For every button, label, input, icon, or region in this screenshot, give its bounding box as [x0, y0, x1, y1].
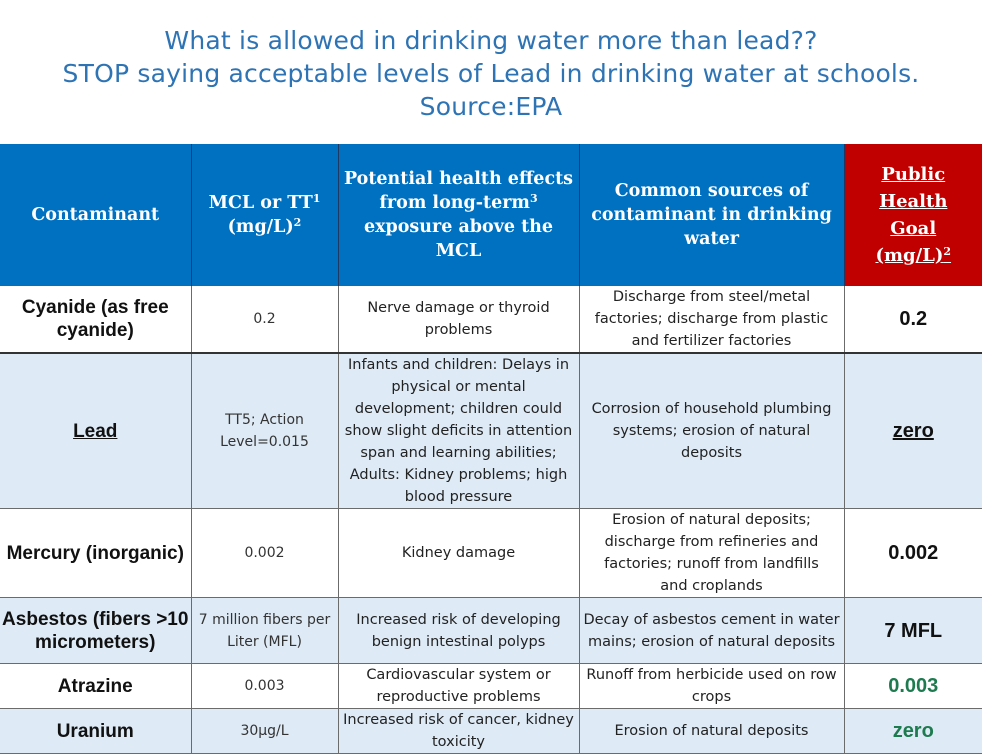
page-title: What is allowed in drinking water more t…: [0, 0, 982, 144]
sources-cell: Erosion of natural deposits; discharge f…: [579, 508, 845, 598]
table-row: Atrazine 0.003 Cardiovascular system or …: [0, 663, 982, 709]
title-line-1: What is allowed in drinking water more t…: [164, 26, 818, 55]
table-row: Mercury (inorganic) 0.002 Kidney damage …: [0, 508, 982, 598]
health-effects-cell: Kidney damage: [338, 508, 580, 598]
mcl-cell: 7 million fibers per Liter (MFL): [191, 597, 339, 664]
goal-cell: zero: [844, 708, 982, 754]
table-row: Asbestos (fibers >10 micrometers) 7 mill…: [0, 597, 982, 664]
table-row: Uranium 30µg/L Increased risk of cancer,…: [0, 708, 982, 754]
sources-cell: Discharge from steel/metal factories; di…: [579, 286, 845, 354]
goal-cell: zero: [844, 353, 982, 509]
header-contaminant: Contaminant: [0, 144, 192, 286]
header-sources: Common sources of contaminant in drinkin…: [579, 144, 845, 286]
title-line-3: Source:EPA: [419, 92, 563, 121]
title-line-2: STOP saying acceptable levels of Lead in…: [62, 59, 920, 88]
mcl-cell: TT5; Action Level=0.015: [191, 353, 339, 509]
header-public-health-goal: Public Health Goal (mg/L)2: [844, 144, 982, 286]
health-effects-cell: Nerve damage or thyroid problems: [338, 286, 580, 354]
contaminant-table: Contaminant MCL or TT1 (mg/L)2 Potential …: [0, 144, 982, 754]
mcl-cell: 0.2: [191, 286, 339, 354]
health-effects-cell: Infants and children: Delays in physical…: [338, 353, 580, 509]
contaminant-cell: Uranium: [0, 708, 192, 754]
contaminant-cell: Cyanide (as free cyanide): [0, 286, 192, 354]
health-effects-cell: Increased risk of developing benign inte…: [338, 597, 580, 664]
goal-cell: 7 MFL: [844, 597, 982, 664]
mcl-cell: 0.003: [191, 663, 339, 709]
header-row: Contaminant MCL or TT1 (mg/L)2 Potential …: [0, 144, 982, 286]
table-row: Cyanide (as free cyanide) 0.2 Nerve dama…: [0, 286, 982, 354]
goal-cell: 0.003: [844, 663, 982, 709]
goal-cell: 0.002: [844, 508, 982, 598]
contaminant-cell: Asbestos (fibers >10 micrometers): [0, 597, 192, 664]
mcl-cell: 0.002: [191, 508, 339, 598]
sources-cell: Decay of asbestos cement in water mains;…: [579, 597, 845, 664]
health-effects-cell: Cardiovascular system or reproductive pr…: [338, 663, 580, 709]
sources-cell: Runoff from herbicide used on row crops: [579, 663, 845, 709]
contaminant-cell: Atrazine: [0, 663, 192, 709]
sources-cell: Erosion of natural deposits: [579, 708, 845, 754]
mcl-cell: 30µg/L: [191, 708, 339, 754]
contaminant-cell: Lead: [0, 353, 192, 509]
header-mcl: MCL or TT1 (mg/L)2: [191, 144, 339, 286]
table-row: Lead TT5; Action Level=0.015 Infants and…: [0, 353, 982, 509]
goal-cell: 0.2: [844, 286, 982, 354]
contaminant-cell: Mercury (inorganic): [0, 508, 192, 598]
header-health-effects: Potential health effects from long-term3…: [338, 144, 580, 286]
health-effects-cell: Increased risk of cancer, kidney toxicit…: [338, 708, 580, 754]
sources-cell: Corrosion of household plumbing systems;…: [579, 353, 845, 509]
